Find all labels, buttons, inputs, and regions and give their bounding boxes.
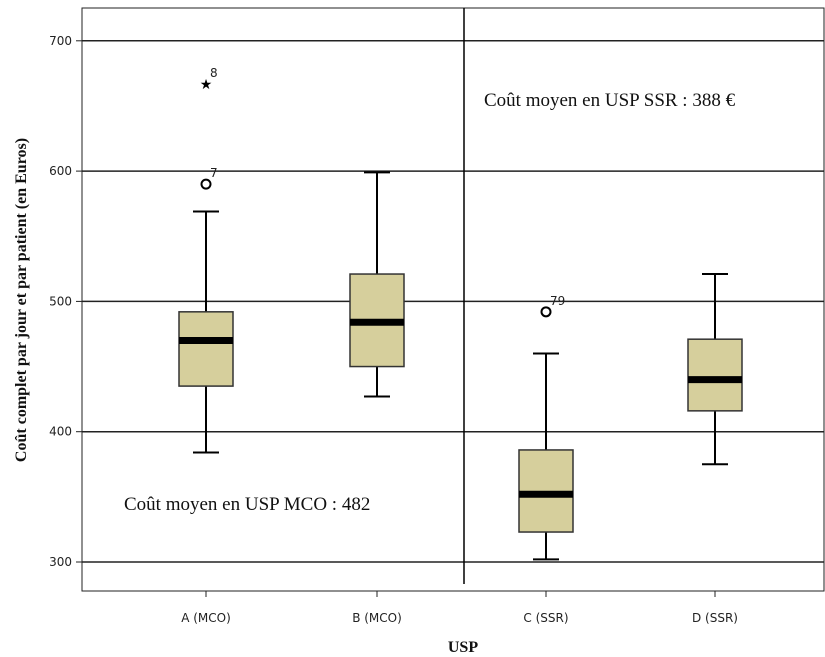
box-iqr-3	[687, 338, 743, 412]
y-tick-label-300: 300	[49, 555, 72, 569]
x-tick-label-0: A (MCO)	[181, 611, 231, 625]
y-tick-label-400: 400	[49, 425, 72, 439]
plot-area-frame	[81, 7, 825, 592]
y-axis: 300 400 500 600 700	[49, 34, 82, 569]
annotation-mean-mco: Coût moyen en USP MCO : 482	[124, 494, 370, 515]
outlier-label-0-1: 8	[210, 66, 218, 80]
x-axis-title: USP	[448, 639, 478, 656]
x-tick-label-2: C (SSR)	[523, 611, 568, 625]
boxes: 7 ★8 79	[178, 66, 743, 561]
annotation-mean-ssr: Coût moyen en USP SSR : 388 €	[484, 90, 736, 111]
outlier-label-2-0: 79	[550, 294, 565, 308]
outlier-star-0-1: ★	[200, 77, 213, 93]
outlier-circle-0-0	[200, 178, 212, 190]
x-axis: A (MCO) B (MCO) C (SSR) D (SSR)	[181, 591, 738, 625]
box-2: 79	[518, 294, 574, 561]
box-iqr-0	[178, 311, 234, 387]
box-3	[687, 273, 743, 466]
outlier-circle-2-0	[540, 306, 552, 318]
y-tick-label-700: 700	[49, 34, 72, 48]
box-0: 7 ★8	[178, 66, 234, 454]
outlier-label-0-0: 7	[210, 166, 218, 180]
box-1	[349, 171, 405, 398]
y-axis-title: Coût complet par jour et par patient (en…	[13, 138, 30, 462]
gridlines	[82, 40, 824, 563]
y-tick-label-500: 500	[49, 294, 72, 308]
x-tick-label-3: D (SSR)	[692, 611, 738, 625]
y-tick-label-600: 600	[49, 164, 72, 178]
x-tick-label-1: B (MCO)	[352, 611, 402, 625]
